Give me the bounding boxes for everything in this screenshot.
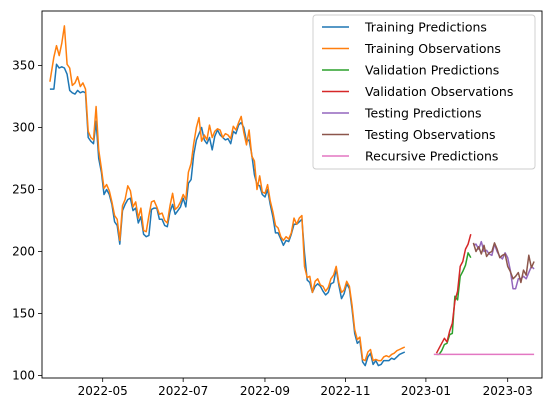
legend-label: Training Observations — [364, 41, 501, 56]
series-line-training-observations — [49, 25, 406, 362]
legend-entry: Recursive Predictions — [322, 149, 498, 164]
y-tick-label: 100 — [12, 369, 35, 383]
legend-label: Testing Predictions — [364, 106, 482, 121]
x-tick-label: 2022-11 — [320, 384, 370, 398]
x-axis: 2022-05 2022-07 2022-09 2022-11 2023-01 2023-… — [78, 378, 533, 398]
legend-entry: Training Predictions — [322, 20, 487, 35]
y-tick-label: 200 — [12, 245, 35, 259]
legend: Training Predictions Training Observation… — [312, 14, 536, 170]
y-axis: 100 150 200 250 300 350 — [12, 59, 42, 383]
y-tick-label: 150 — [12, 307, 35, 321]
x-tick-label: 2023-01 — [401, 384, 451, 398]
legend-label: Training Predictions — [364, 20, 487, 35]
y-tick-label: 250 — [12, 183, 35, 197]
series-line-training-predictions — [49, 63, 406, 367]
x-tick-label: 2022-09 — [240, 384, 290, 398]
legend-label: Recursive Predictions — [365, 149, 498, 164]
legend-label: Validation Observations — [365, 84, 513, 99]
series-line-testing-predictions — [473, 240, 535, 290]
legend-entry: Testing Observations — [322, 127, 496, 142]
legend-box — [312, 14, 536, 170]
series-layer — [49, 25, 535, 367]
legend-entry: Testing Predictions — [322, 106, 482, 121]
plot-frame — [41, 10, 543, 379]
legend-label: Testing Observations — [364, 127, 496, 142]
legend-label: Validation Predictions — [365, 63, 499, 78]
series-line-validation-observations — [435, 234, 472, 354]
legend-entry: Validation Observations — [322, 84, 513, 99]
x-tick-label: 2023-03 — [483, 384, 533, 398]
series-line-testing-observations — [472, 242, 535, 284]
y-tick-label: 350 — [12, 59, 35, 73]
x-tick-label: 2022-07 — [158, 384, 208, 398]
y-tick-label: 300 — [12, 121, 35, 135]
legend-entry: Validation Predictions — [322, 63, 499, 78]
legend-entry: Training Observations — [322, 41, 501, 56]
x-tick-label: 2022-05 — [78, 384, 128, 398]
